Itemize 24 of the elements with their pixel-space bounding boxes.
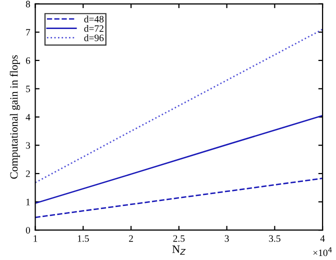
y-tick-label: 7 [26, 29, 30, 36]
y-tick-label: 2 [26, 170, 30, 177]
legend-label: d=96 [84, 34, 104, 42]
y-tick-label: 4 [26, 114, 30, 120]
y-tick-label: 1 [26, 198, 30, 206]
legend-label: d=72 [84, 24, 104, 32]
y-tick-label: 0 [26, 227, 30, 234]
y-axis-title: Computational gain in flops [10, 55, 20, 179]
x-axis-title: N$_{Z}$ [172, 246, 186, 255]
x-tick-label: 1 [34, 235, 38, 242]
x-tick-label: 2 [129, 235, 133, 242]
text: ×10$^{4}$ [313, 247, 332, 256]
line-series [35, 114, 323, 204]
legend-label: d=48 [84, 16, 104, 22]
y-tick-label: 3 [26, 142, 30, 149]
y-tick-label: 8 [26, 0, 30, 8]
x-tick-label: 3.5 [269, 235, 280, 242]
x-tick-label: 2.5 [173, 235, 185, 242]
y-tick-label: 6 [26, 57, 30, 64]
x-tick-label: 1.5 [78, 235, 89, 242]
x-tick-label: 3 [224, 235, 229, 242]
x-tick-label: 4 [320, 235, 325, 242]
y-tick-label: 5 [26, 86, 30, 92]
line-series [35, 178, 323, 218]
